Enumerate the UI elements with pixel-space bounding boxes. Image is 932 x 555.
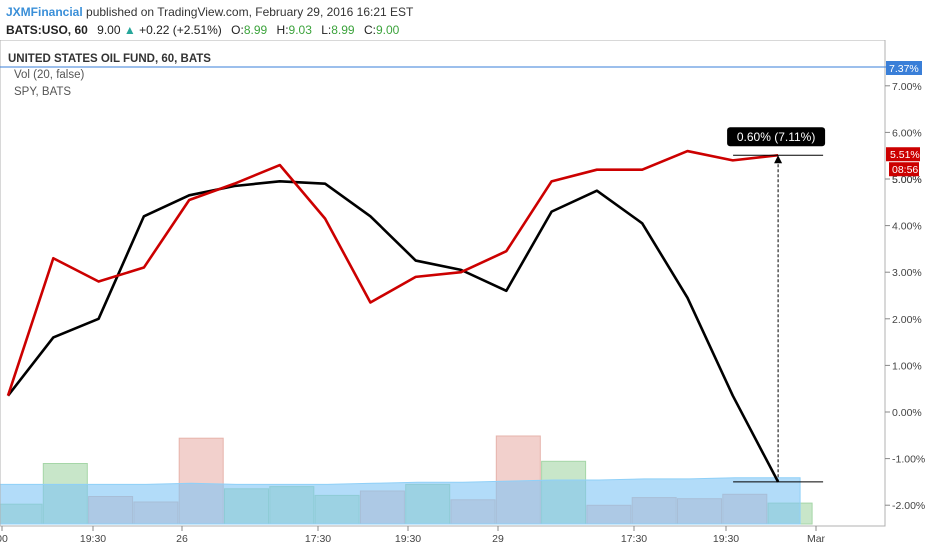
x-tick-label: Mar	[807, 533, 826, 545]
spy-price-badge	[886, 147, 920, 162]
high-label: H:	[276, 23, 289, 37]
measure-tool[interactable]: 0.60% (7.11%)	[727, 127, 826, 483]
author-link[interactable]: JXMFinancial	[6, 5, 83, 19]
published-text: published on TradingView.com, February 2…	[86, 5, 414, 19]
x-tick-label: 17:30	[621, 533, 647, 545]
x-tick-label: 00	[0, 533, 8, 545]
last-price: 9.00	[97, 23, 121, 37]
x-tick-label: 29	[492, 533, 504, 545]
price-lines	[6, 149, 780, 483]
x-tick-label: 19:30	[395, 533, 421, 545]
y-tick-label: 3.00%	[892, 267, 922, 279]
legend-compare[interactable]: SPY, BATS	[14, 86, 71, 98]
y-tick-label: 6.00%	[892, 127, 922, 139]
publish-line: JXMFinancial published on TradingView.co…	[6, 5, 413, 19]
legend-volume[interactable]: Vol (20, false)	[14, 69, 84, 81]
measure-arrow-icon	[774, 155, 783, 164]
uso-price-badge-text: 7.37%	[889, 63, 919, 75]
open-value: 8.99	[243, 23, 268, 37]
volume-ma-area	[0, 477, 801, 525]
y-tick-label: 7.00%	[892, 81, 922, 93]
y-tick-label: -1.00%	[892, 454, 925, 466]
chart-area[interactable]: 0.60% (7.11%) 7.00% 6.00% 5.00% 4.00% 3.00% 2…	[0, 39, 932, 550]
plot-border	[0, 39, 886, 527]
x-tick-label: 26	[176, 533, 188, 545]
spy-time-badge-text: 08:56	[892, 164, 918, 176]
change-arrow-icon: ▲	[123, 23, 136, 37]
spy-price-badge-text: 5.51%	[890, 149, 920, 161]
y-tick-label: 5.00%	[892, 174, 922, 186]
y-tick-label: -2.00%	[892, 500, 925, 512]
legend: UNITED STATES OIL FUND, 60, BATS Vol (20…	[8, 53, 211, 98]
y-tick-label-behind: 5.00%	[892, 174, 922, 186]
y-axis[interactable]: 7.00% 6.00% 5.00% 4.00% 3.00% 2.00% 1.00% 0.00%…	[885, 40, 932, 550]
measure-label: 0.60% (7.11%)	[737, 130, 816, 144]
x-tick-label: 19:30	[80, 533, 106, 545]
y-tick-label: 4.00%	[892, 221, 922, 233]
y-axis-bg	[886, 40, 932, 550]
x-axis[interactable]: 00 19:30 26 17:30 19:30 29 17:30 19:30 Mar	[0, 525, 885, 545]
header: JXMFinancial published on TradingView.co…	[0, 0, 932, 40]
measure-label-box	[727, 127, 826, 147]
y-tick-label: 2.00%	[892, 314, 922, 326]
close-value: 9.00	[375, 23, 400, 37]
spy-time-badge	[889, 162, 919, 177]
chart-svg[interactable]: 0.60% (7.11%) 7.00% 6.00% 5.00% 4.00% 3.00% 2…	[0, 39, 932, 550]
low-label: L:	[321, 23, 332, 37]
close-label: C:	[363, 23, 376, 37]
price-change: +0.22 (+2.51%)	[139, 23, 222, 37]
low-value: 8.99	[331, 23, 355, 37]
uso-price-badge	[886, 61, 922, 75]
spy-line[interactable]	[6, 149, 779, 397]
y-tick-label: 0.00%	[892, 407, 922, 419]
high-value: 9.03	[288, 23, 312, 37]
volume-layer	[0, 435, 813, 525]
open-label: O:	[231, 23, 244, 37]
x-tick-label: 17:30	[305, 533, 331, 545]
quote-line: BATS:USO, 60 9.00 ▲ +0.22 (+2.51%) O:8.9…	[6, 23, 399, 37]
legend-main[interactable]: UNITED STATES OIL FUND, 60, BATS	[8, 53, 211, 65]
symbol[interactable]: BATS:USO, 60	[6, 23, 88, 37]
y-tick-label: 1.00%	[892, 360, 922, 372]
uso-line[interactable]	[6, 180, 780, 483]
x-tick-label: 19:30	[713, 533, 739, 545]
